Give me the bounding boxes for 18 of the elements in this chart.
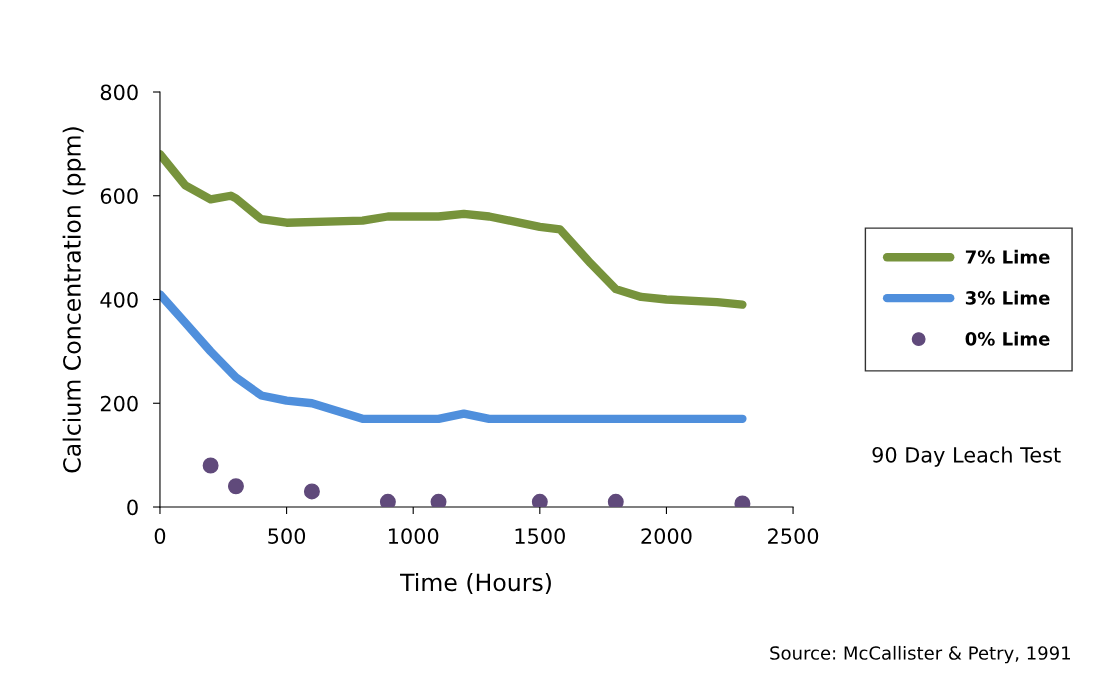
y-tick-label: 600 (100, 188, 138, 204)
y-tick-label: 0 (127, 499, 138, 516)
legend-label: 3% Lime (965, 290, 1050, 305)
x-tick-label: 500 (268, 528, 306, 544)
y-tick-label: 400 (100, 291, 138, 308)
y-tick-label: 800 (100, 84, 138, 101)
source-note: Source: McCallister & Petry, 1991 (770, 645, 1070, 664)
x-tick-label: 1500 (515, 528, 565, 544)
text: 90 Day Leach Test (872, 446, 1061, 467)
x-tick-label: 0 (154, 528, 166, 544)
x-tick-label: 2500 (768, 528, 819, 544)
x-tick-label: 1000 (388, 528, 439, 544)
y-tick-label: 200 (100, 395, 138, 412)
legend-label: 0% Lime (965, 331, 1050, 346)
y-axis-title: Calcium Concentration (ppm) (62, 127, 86, 473)
x-tick-label: 2000 (641, 528, 692, 544)
legend-label: 7% Lime (965, 249, 1050, 264)
x-axis-title: Time (Hours) (400, 573, 551, 595)
